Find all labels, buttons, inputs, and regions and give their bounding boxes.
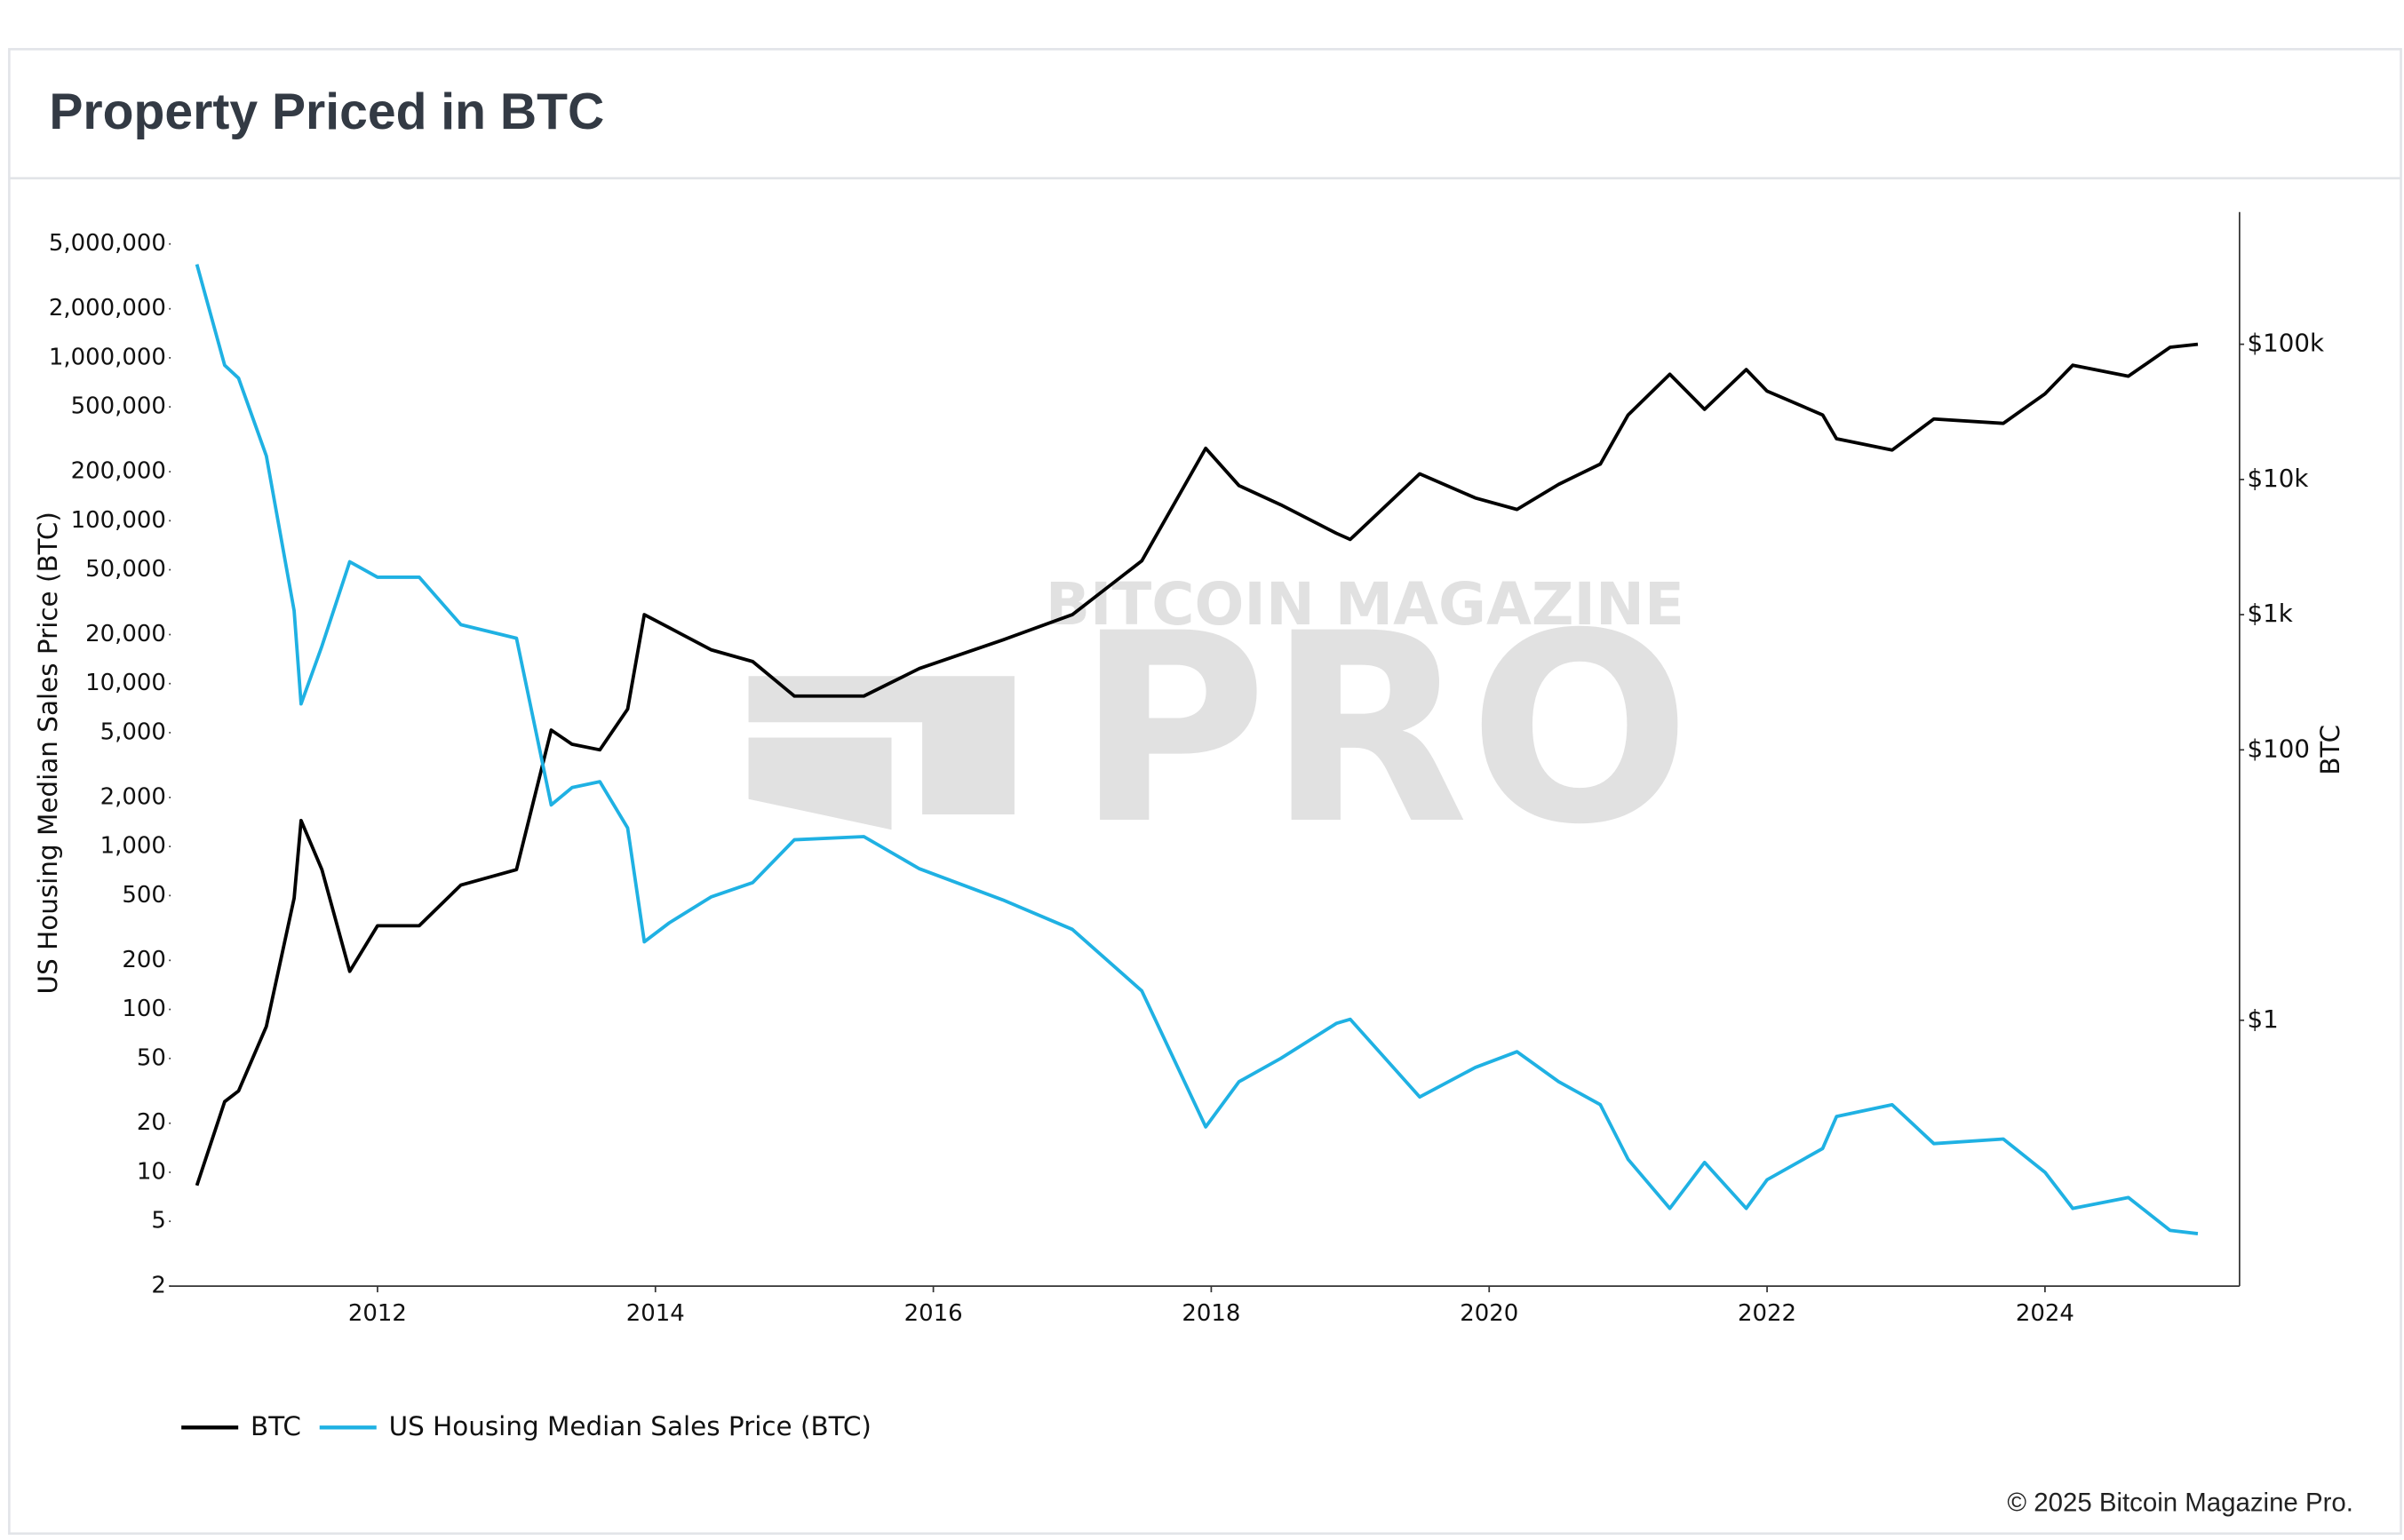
y2-tick-label: $100k (2248, 329, 2324, 358)
x-tick-label: 2022 (1738, 1300, 1796, 1327)
watermark-top: BITCOIN MAGAZINE (1046, 570, 1684, 639)
y-tick-label: 100,000 (71, 507, 166, 534)
y-tick-label: 10 (137, 1158, 166, 1185)
y-tick-label: 1,000,000 (49, 344, 166, 370)
series-line (195, 264, 2199, 1235)
y-tick-label: 200 (122, 947, 166, 973)
series-line (195, 342, 2199, 1187)
y-tick-label: 2,000 (100, 783, 166, 810)
y-tick-label: 1,000 (100, 833, 166, 860)
y-tick-label: 2 (151, 1273, 166, 1299)
y-tick-label: 500,000 (71, 393, 166, 420)
y2-axis-label: BTC (2315, 725, 2345, 775)
x-tick-label: 2012 (348, 1300, 407, 1327)
y2-tick-label: $10k (2248, 464, 2309, 493)
y-tick-label: 20,000 (85, 621, 166, 647)
watermark-main: PRO (1076, 578, 1691, 882)
credit: © 2025 Bitcoin Magazine Pro. (2007, 1488, 2352, 1518)
y-tick-label: 100 (122, 996, 166, 1022)
y-tick-label: 50 (137, 1044, 166, 1071)
y-tick-label: 50,000 (85, 556, 166, 583)
x-tick-label: 2014 (626, 1300, 685, 1327)
y-tick-label: 5,000 (100, 718, 166, 745)
chart-title: Property Priced in BTC (49, 83, 604, 140)
y-tick-label: 500 (122, 882, 166, 909)
y2-tick-label: $1k (2248, 599, 2293, 628)
watermark: BITCOIN MAGAZINE PRO (748, 570, 1691, 882)
y-tick-label: 20 (137, 1109, 166, 1136)
y-tick-label: 5 (151, 1208, 166, 1234)
y-tick-label: 2,000,000 (49, 295, 166, 321)
y2-tick-label: $1 (2248, 1004, 2279, 1034)
y-tick-label: 5,000,000 (49, 230, 166, 257)
x-tick-label: 2020 (1460, 1300, 1518, 1327)
legend-label: US Housing Median Sales Price (BTC) (389, 1411, 872, 1441)
y-tick-label: 10,000 (85, 670, 166, 696)
x-tick-label: 2018 (1182, 1300, 1240, 1327)
x-tick-label: 2016 (904, 1300, 963, 1327)
legend-label: BTC (251, 1411, 301, 1441)
y-axis-label: US Housing Median Sales Price (BTC) (33, 512, 63, 994)
x-tick-label: 2024 (2016, 1300, 2074, 1327)
y2-tick-label: $100 (2248, 734, 2310, 763)
watermark-logo (748, 676, 1015, 830)
y-tick-label: 200,000 (71, 458, 166, 485)
